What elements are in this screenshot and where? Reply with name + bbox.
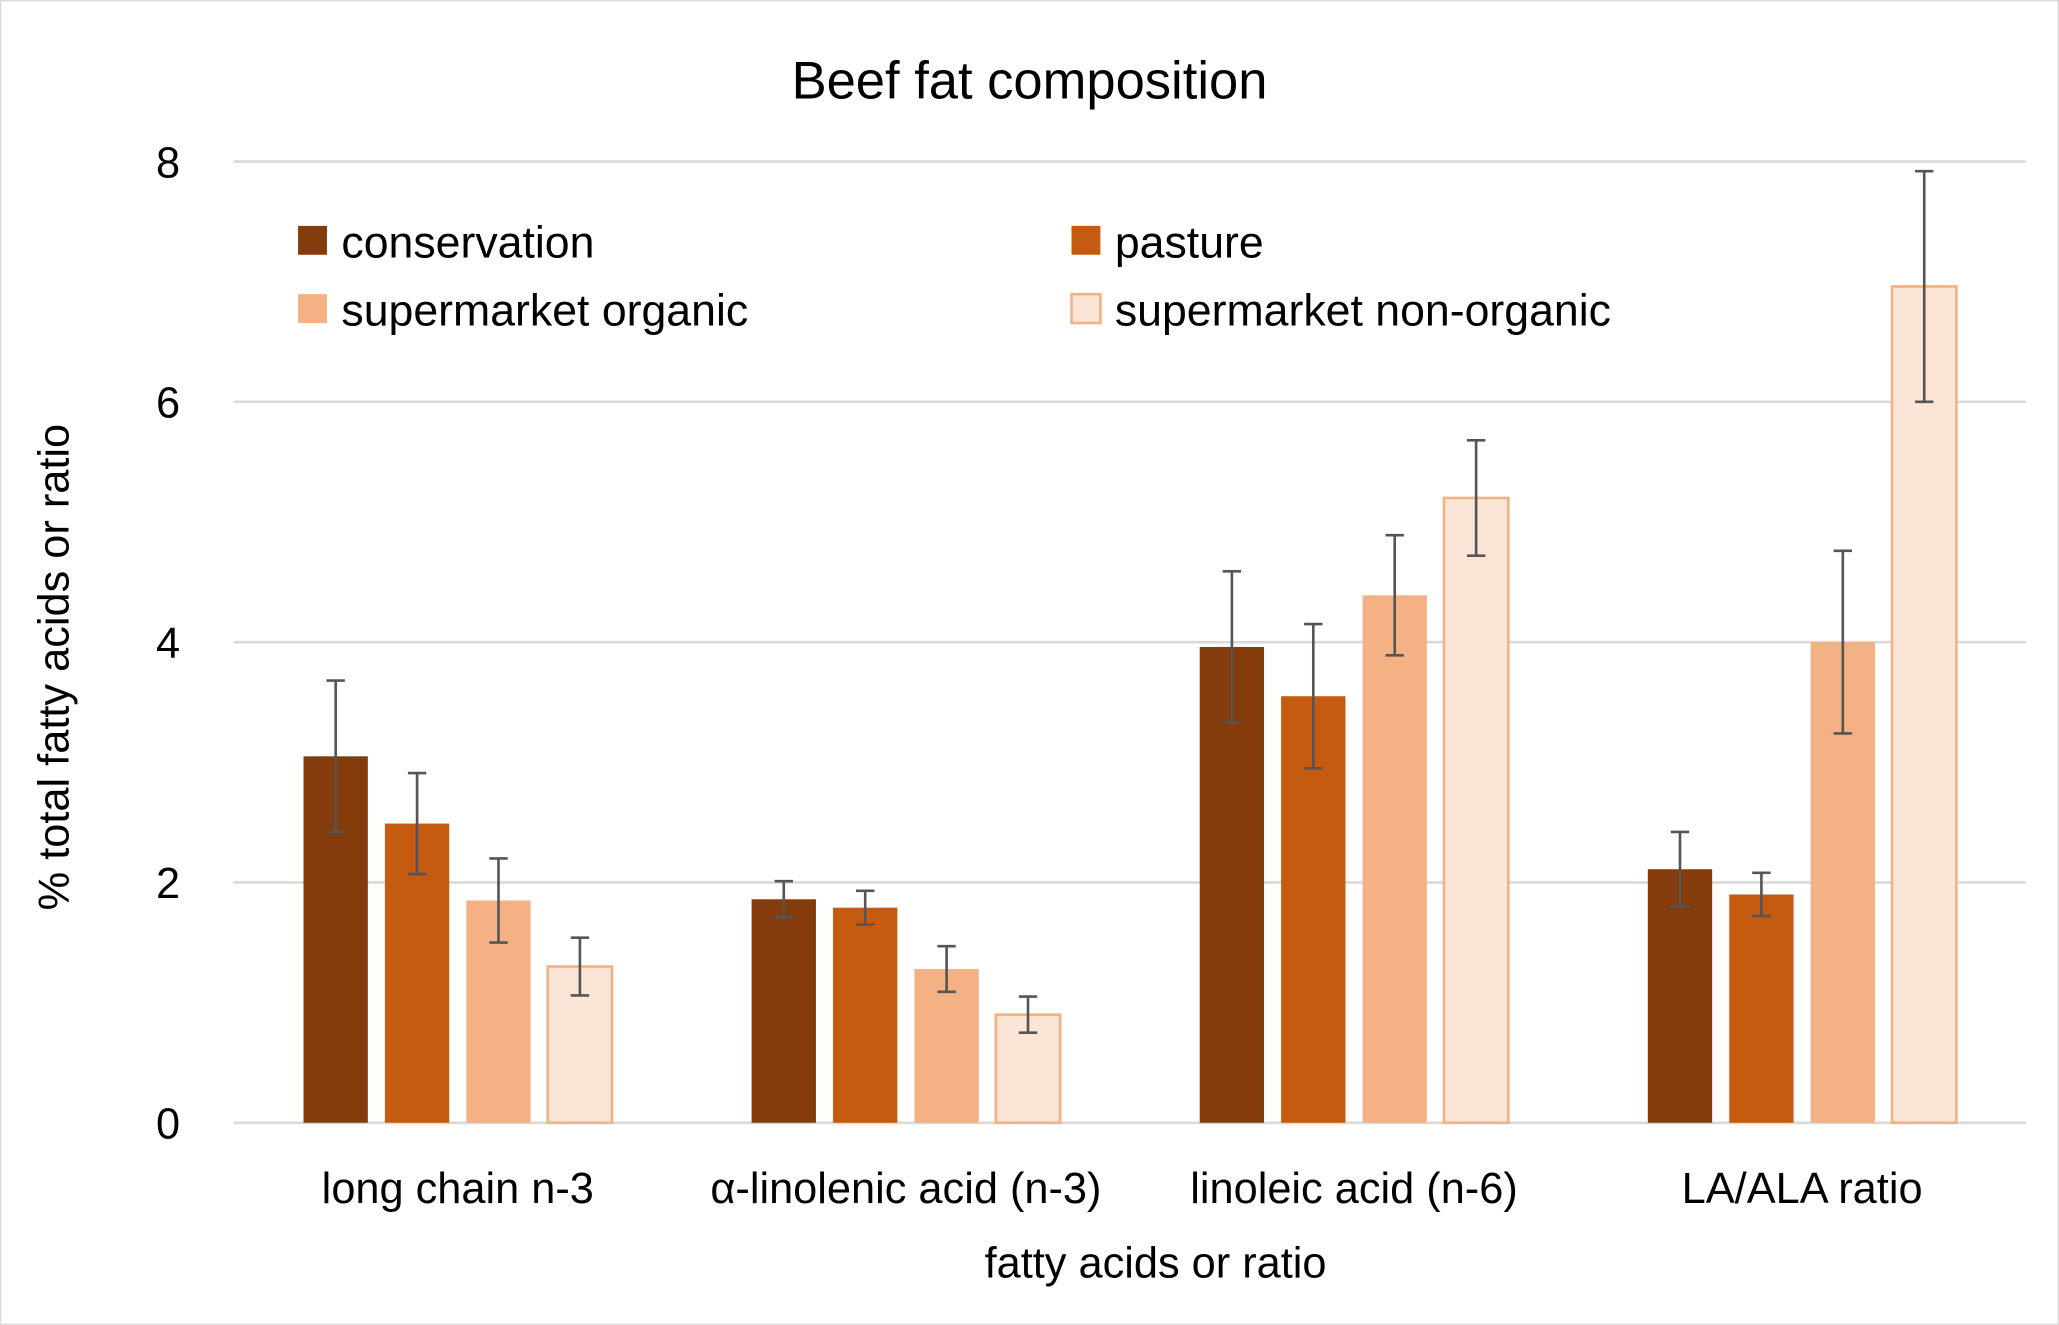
bar bbox=[1199, 646, 1265, 1123]
bars bbox=[303, 169, 1958, 1125]
chart-title: Beef fat composition bbox=[792, 52, 1268, 111]
legend-label: supermarket organic bbox=[341, 287, 748, 336]
bar bbox=[1442, 496, 1510, 1125]
legend: conservation pasture supermarket organic su… bbox=[298, 218, 1611, 336]
y-tick-label: 8 bbox=[156, 139, 180, 187]
bar bbox=[833, 907, 898, 1123]
x-tick-label: LA/ALA ratio bbox=[1682, 1165, 1923, 1213]
legend-label: pasture bbox=[1115, 218, 1264, 267]
bar bbox=[914, 968, 979, 1123]
legend-swatch bbox=[298, 294, 327, 324]
x-tick-labels: long chain n-3 α-linolenic acid (n-3) lino… bbox=[322, 1165, 1923, 1213]
x-tick-label: long chain n-3 bbox=[322, 1165, 594, 1213]
x-tick-label: linoleic acid (n-6) bbox=[1190, 1165, 1518, 1213]
legend-swatch bbox=[1071, 225, 1101, 255]
x-axis-label: fatty acids or ratio bbox=[985, 1240, 1327, 1288]
bar bbox=[1890, 285, 1958, 1125]
y-tick-label: 0 bbox=[156, 1101, 180, 1149]
bar bbox=[751, 899, 816, 1123]
legend-swatch bbox=[1070, 292, 1102, 325]
gridlines bbox=[233, 160, 2027, 1125]
y-tick-label: 6 bbox=[156, 380, 180, 428]
legend-label: conservation bbox=[341, 218, 594, 267]
y-axis-label: % total fatty acids or ratio bbox=[30, 424, 78, 910]
legend-swatch bbox=[298, 225, 327, 255]
bar bbox=[1362, 595, 1427, 1123]
y-tick-labels: 0 2 4 6 8 bbox=[156, 139, 180, 1148]
bar bbox=[1647, 869, 1713, 1123]
y-tick-label: 2 bbox=[156, 860, 180, 908]
y-tick-label: 4 bbox=[156, 620, 180, 668]
x-tick-label: α-linolenic acid (n-3) bbox=[710, 1165, 1101, 1213]
bar bbox=[1729, 894, 1794, 1123]
legend-label: supermarket non-organic bbox=[1115, 287, 1611, 336]
